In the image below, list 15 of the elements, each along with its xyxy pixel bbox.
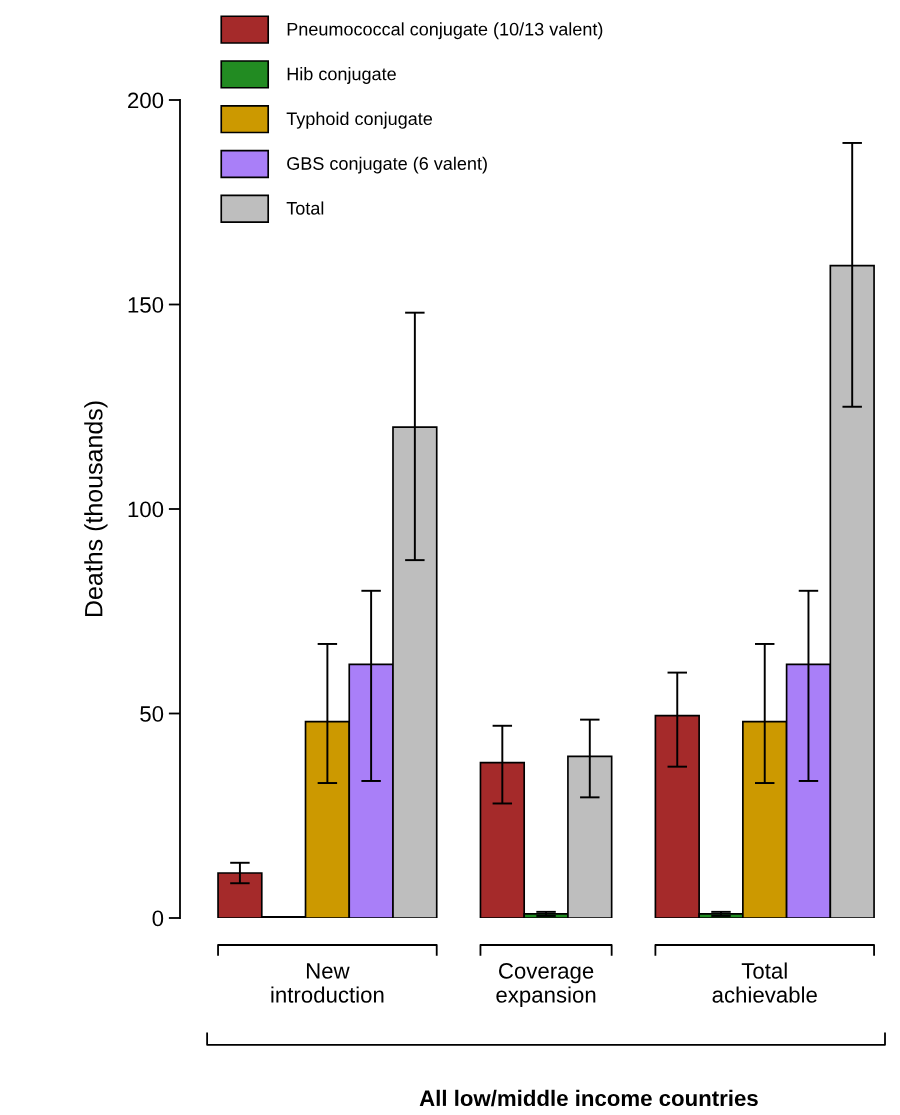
x-axis-title: All low/middle income countries — [419, 1089, 758, 1107]
legend-label: Hib conjugate — [287, 67, 396, 84]
legend-label: Total — [286, 201, 324, 215]
y-tick-label: 50 — [140, 706, 164, 722]
y-tick-label: 100 — [128, 501, 164, 518]
x-tick-label: New introduction — [271, 963, 384, 1003]
y-tick-label: 150 — [128, 297, 164, 313]
y-axis-title: Deaths (thousands) — [84, 401, 108, 617]
y-tick-label: 200 — [128, 92, 164, 109]
legend-label: Pneumococcal conjugate (10/13 valent) — [287, 22, 603, 40]
y-tick-label: 0 — [152, 910, 164, 927]
legend-label: GBS conjugate (6 valent) — [287, 156, 487, 174]
x-tick-label: Coverage expansion — [496, 963, 596, 1008]
x-tick-label: Total achievable — [712, 962, 817, 1003]
legend-label: Typhoid conjugate — [286, 111, 433, 129]
